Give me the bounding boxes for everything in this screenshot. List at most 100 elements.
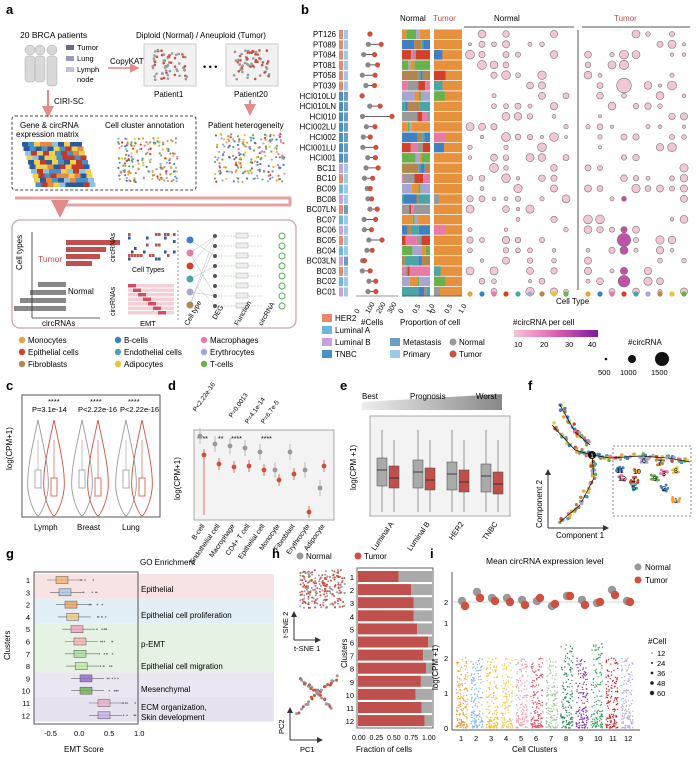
circ-dot-tumor <box>620 174 628 182</box>
trajectory-line <box>559 504 581 523</box>
tsne-point <box>142 164 145 167</box>
normal-dot <box>265 67 269 70</box>
jitter-point <box>502 725 504 727</box>
emt-mark <box>148 302 156 306</box>
jitter-point <box>487 705 490 707</box>
g-box <box>73 650 87 658</box>
jitter-point <box>584 673 586 675</box>
tsne-point <box>307 574 310 577</box>
circ-dot-tumor <box>584 266 592 275</box>
tsne-point <box>227 146 230 149</box>
g-xtick: 1.0 <box>134 729 144 738</box>
jitter-point <box>496 721 498 724</box>
jitter-point <box>537 707 540 709</box>
ncells-normal-dot <box>361 52 367 58</box>
jitter-point <box>594 649 596 652</box>
jitter-point <box>621 704 624 706</box>
matrix-mark <box>134 254 137 257</box>
tsne-point <box>321 574 324 577</box>
g-outlier <box>101 616 103 618</box>
tumor-bar-seg <box>434 173 462 184</box>
panel-f-letter: f <box>528 378 533 393</box>
jitter-point <box>493 665 495 667</box>
g-xtick: 0.0 <box>74 729 84 738</box>
tsne-point <box>251 161 254 164</box>
panel-c-letter: c <box>6 378 13 393</box>
jitter-point <box>507 686 510 688</box>
jitter-point <box>610 721 612 724</box>
trajectory-point <box>559 517 563 521</box>
jitter-point <box>525 670 527 673</box>
tsne-point <box>312 581 315 584</box>
jitter-point <box>626 704 628 706</box>
g-outlier <box>99 665 102 667</box>
tsne-point <box>318 583 321 586</box>
h-xtick: 0.25 <box>370 735 384 742</box>
jitter-point <box>569 722 572 724</box>
circ-gradient-bar <box>514 330 598 337</box>
heatmap-cell <box>73 151 79 156</box>
jitter-point <box>503 725 505 727</box>
jitter-point <box>547 674 549 677</box>
jitter-point <box>492 722 494 724</box>
jitter-point <box>505 707 507 709</box>
matrix-mark <box>164 250 167 254</box>
tsne-point <box>169 166 173 170</box>
heatmap-cell <box>61 151 67 156</box>
jitter-point <box>488 712 490 715</box>
tsne-point <box>314 577 317 580</box>
jitter-point <box>471 711 473 714</box>
jitter-point <box>550 710 552 713</box>
jitter-point <box>530 720 532 722</box>
circ-dot-tumor <box>619 49 629 60</box>
normal-fraction-bar <box>426 662 432 674</box>
jitter-point <box>598 690 600 692</box>
circ-dot-tumor <box>595 214 605 225</box>
jitter-point <box>629 681 631 684</box>
tsne-point <box>308 593 311 596</box>
tsne-point <box>127 173 130 176</box>
tumor-bar <box>66 254 100 259</box>
normal-bar-seg <box>414 60 430 70</box>
jitter-point <box>616 691 619 693</box>
jitter-point <box>601 667 603 669</box>
jitter-point <box>485 724 488 726</box>
tumor-mean <box>580 600 590 610</box>
tumor-dot <box>240 66 244 69</box>
pca-point <box>301 705 305 709</box>
circ-dot-normal <box>490 123 498 131</box>
circ-dot-tumor <box>681 258 687 264</box>
panel-c-ylabel: log(CPM+1) <box>5 427 14 470</box>
jitter-point <box>470 698 473 700</box>
tumor-dot <box>263 71 266 74</box>
jitter-point <box>530 718 533 721</box>
site-cell <box>344 287 348 297</box>
violin-box <box>50 477 58 497</box>
i-xtick: 12 <box>624 734 632 743</box>
jitter-point <box>510 720 512 722</box>
jitter-point <box>585 709 587 711</box>
tsne-point <box>329 603 332 606</box>
tumor-mean <box>565 591 575 601</box>
jitter-point <box>507 680 510 682</box>
inset-point <box>651 477 655 481</box>
jitter-point <box>560 713 562 715</box>
tsne-point <box>331 588 334 591</box>
jitter-point <box>500 712 502 715</box>
jitter-point <box>553 714 555 717</box>
circ-dot-normal <box>515 217 521 222</box>
jitter-point <box>624 713 626 715</box>
tsne-point <box>319 594 322 597</box>
jitter-point <box>463 714 465 717</box>
circ-dot-tumor <box>669 31 675 37</box>
jitter-point <box>564 689 567 691</box>
jitter-point <box>486 701 489 703</box>
jitter-point <box>520 723 522 725</box>
normal-bar-seg <box>422 111 427 122</box>
heatmap-cell <box>83 164 90 169</box>
jitter-point <box>459 705 462 708</box>
tumor-bar-seg <box>434 225 446 235</box>
tsne-point <box>322 601 325 604</box>
normal-bar-seg <box>404 256 419 266</box>
jitter-point <box>576 723 578 725</box>
